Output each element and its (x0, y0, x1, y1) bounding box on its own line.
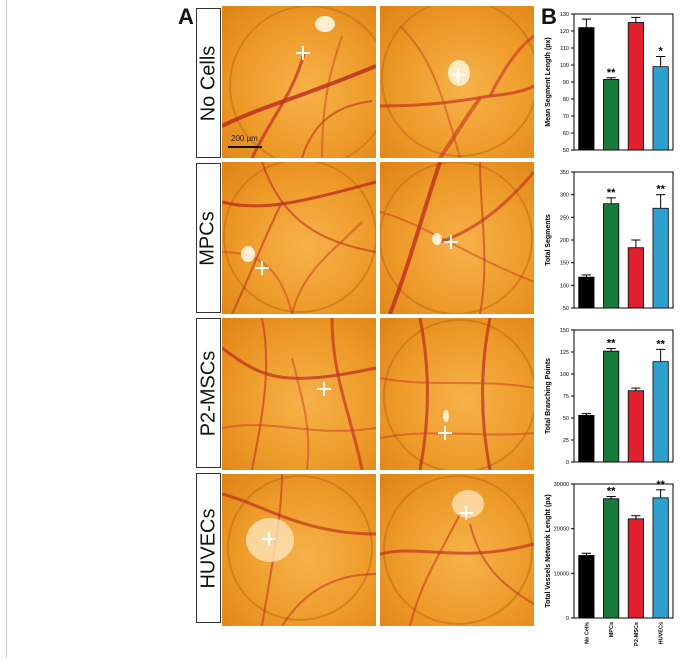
x-tick-label: HUVECs (659, 622, 665, 644)
photo-mpcs-1 (222, 162, 376, 314)
y-tick-label: 250 (560, 215, 569, 221)
scale-bar-label: 200 µm (231, 134, 258, 143)
bar-1 (603, 498, 620, 619)
photo-p2-mscs-2 (380, 318, 534, 470)
left-margin-line (6, 0, 7, 658)
panel-label-a: A (178, 4, 194, 29)
bar-3 (652, 497, 669, 619)
chart-total-segments: 50 100 150 200 250 300 350 Total Segments ** ** (538, 162, 683, 318)
significance-marker: * (658, 46, 663, 58)
photo-no-cells-2 (380, 6, 534, 158)
row-label-huvecs: HUVECs (196, 473, 221, 623)
significance-marker: ** (656, 184, 665, 196)
photo-huvecs-2 (380, 474, 534, 626)
y-tick-label: 100 (560, 372, 569, 378)
bar-3 (652, 361, 669, 463)
y-tick-label: 350 (560, 170, 569, 176)
bar-2 (627, 390, 644, 463)
y-tick-label: 100 (560, 63, 569, 69)
bar-3 (652, 66, 669, 151)
bar-0 (578, 555, 595, 619)
chart-svg: 50 100 150 200 250 300 350 Total Segments ** ** (545, 170, 674, 312)
bar-0 (578, 27, 595, 151)
y-tick-label: 200 (560, 238, 569, 244)
y-tick-label: 0 (566, 460, 569, 466)
significance-marker: ** (607, 486, 616, 498)
row-label-p2-mscs: P2-MSCs (196, 318, 221, 468)
bar-2 (627, 247, 644, 309)
chart-svg: 0 25 50 75 100 125 150 Total Branching Points **… (545, 328, 674, 466)
bar-0 (578, 414, 595, 463)
y-tick-label: 75 (563, 394, 569, 400)
y-axis-label: Mean Segment Length (px) (545, 37, 552, 126)
row-label-no-cells: No Cells (196, 8, 221, 158)
significance-marker: ** (656, 479, 665, 491)
x-tick-label: MPCs (609, 622, 615, 637)
y-tick-label: 0 (566, 616, 569, 622)
plot-frame (573, 483, 674, 619)
y-axis-label: Total Branching Points (545, 358, 552, 434)
bar-1 (603, 79, 620, 151)
y-tick-label: 300 (560, 193, 569, 199)
panel-label-b: B (541, 4, 557, 29)
y-tick-label: 10000 (554, 571, 569, 577)
bar-1 (603, 350, 620, 463)
y-tick-label: 125 (560, 350, 569, 356)
y-tick-label: 50 (563, 148, 569, 154)
y-tick-label: 130 (560, 12, 569, 18)
y-tick-label: 50 (563, 416, 569, 422)
bar-2 (627, 518, 644, 619)
y-tick-label: 20000 (554, 527, 569, 533)
x-tick-label: P2-MSCs (634, 622, 640, 646)
photo-p2-mscs-1 (222, 318, 376, 470)
bar-0 (578, 276, 595, 309)
y-axis-label: Total Segments (545, 214, 552, 266)
y-tick-label: 90 (563, 80, 569, 86)
y-tick-label: 110 (560, 46, 569, 52)
chart-total-branching-points: 0 25 50 75 100 125 150 Total Branching Points **… (538, 320, 683, 472)
y-tick-label: 120 (560, 29, 569, 35)
photo-mpcs-2 (380, 162, 534, 314)
bar-2 (627, 22, 644, 151)
x-tick-label: No Cells (584, 622, 590, 644)
significance-marker: ** (607, 187, 616, 199)
bar-3 (652, 207, 669, 309)
chart-total-vessels-network-length: 0 10000 20000 30000 Total Vessels Network Le… (538, 474, 683, 658)
y-tick-label: 150 (560, 328, 569, 334)
y-tick-label: 70 (563, 114, 569, 120)
y-tick-label: 25 (563, 438, 569, 444)
chart-mean-segment-length: 50 60 70 80 90 100 110 120 130 Mean Segment Lengt… (538, 4, 683, 160)
y-tick-label: 80 (563, 97, 569, 103)
y-tick-label: 30000 (554, 482, 569, 488)
significance-marker: ** (656, 338, 665, 350)
y-tick-label: 150 (560, 261, 569, 267)
photo-huvecs-1 (222, 474, 376, 626)
significance-marker: ** (607, 337, 616, 349)
y-tick-label: 50 (563, 306, 569, 312)
bar-1 (603, 203, 620, 309)
photo-no-cells-1: 200 µm (222, 6, 376, 158)
y-axis-label: Total Vessels Network Lenght (px) (545, 494, 552, 607)
row-label-mpcs: MPCs (196, 163, 221, 313)
significance-marker: ** (607, 67, 616, 79)
chart-svg: 50 60 70 80 90 100 110 120 130 Mean Segment Lengt… (545, 12, 674, 154)
y-tick-label: 60 (563, 131, 569, 137)
y-tick-label: 100 (560, 283, 569, 289)
